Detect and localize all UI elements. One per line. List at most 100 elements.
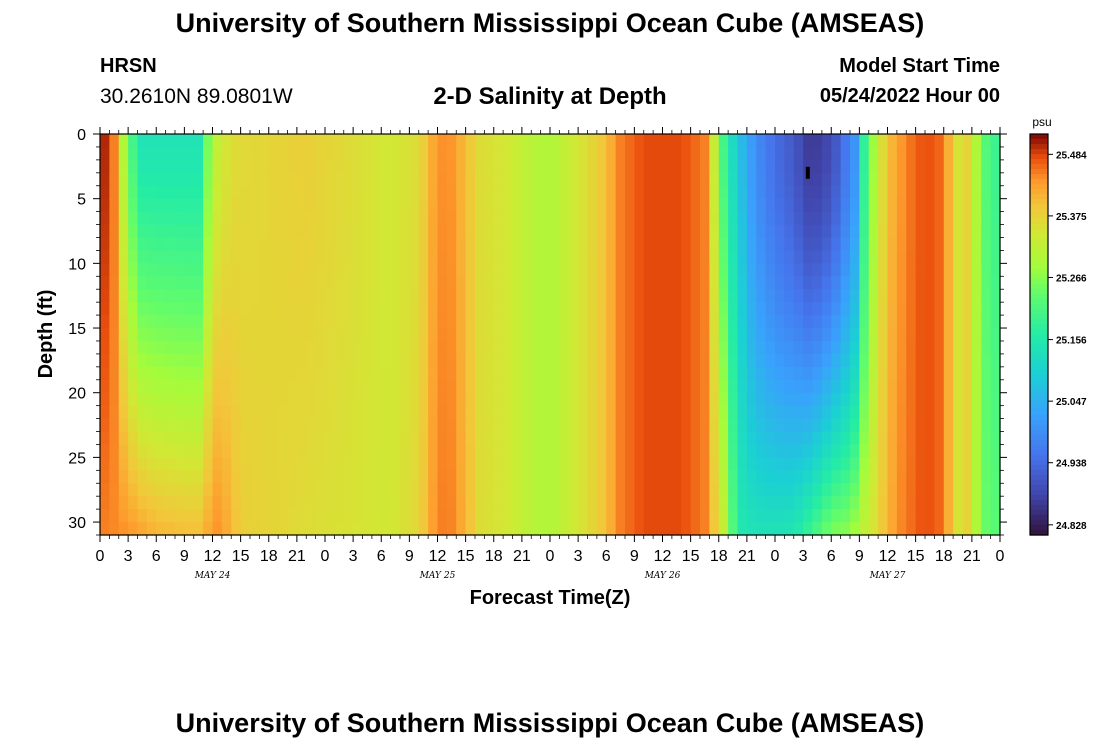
heatmap-cell (596, 483, 607, 497)
heatmap-cell (250, 405, 260, 420)
heatmap-cell (906, 444, 917, 458)
heatmap-cell (531, 224, 542, 239)
heatmap-cell (990, 328, 1001, 342)
heatmap-cell (184, 353, 195, 368)
heatmap-cell (953, 224, 964, 239)
heatmap-cell (287, 263, 298, 277)
heatmap-cell (906, 263, 917, 277)
colorbar-tick-label: 25.156 (1056, 336, 1087, 347)
heatmap-cell (587, 198, 598, 213)
heatmap-cell (662, 509, 673, 523)
heatmap-cell (615, 146, 626, 161)
heatmap-cell (700, 302, 710, 316)
heatmap-cell (606, 224, 617, 239)
heatmap-cell (175, 159, 185, 174)
heatmap-cell (596, 172, 607, 187)
heatmap-cell (175, 353, 185, 368)
heatmap-cell (306, 289, 317, 303)
heatmap-cell (606, 457, 617, 471)
heatmap-cell (718, 366, 729, 381)
heatmap-cell (681, 263, 692, 277)
heatmap-cell (981, 509, 992, 523)
heatmap-cell (578, 276, 589, 290)
heatmap-cell (625, 198, 635, 213)
heatmap-cell (990, 522, 1001, 536)
heatmap-cell (981, 134, 992, 148)
heatmap-cell (250, 457, 260, 471)
heatmap-cell (390, 198, 401, 213)
heatmap-cell (934, 159, 945, 174)
heatmap-cell (268, 302, 279, 316)
heatmap-cell (737, 276, 748, 290)
heatmap-cell (409, 328, 420, 342)
heatmap-cell (831, 366, 842, 381)
heatmap-cell (437, 198, 448, 213)
heatmap-cell (868, 340, 879, 355)
heatmap-cell (653, 509, 664, 523)
heatmap-cell (981, 444, 992, 458)
heatmap-cell (428, 470, 439, 484)
heatmap-cell (503, 159, 514, 174)
heatmap-cell (165, 379, 176, 394)
heatmap-cell (953, 237, 964, 252)
heatmap-cell (784, 276, 795, 290)
heatmap-cell (221, 509, 232, 523)
heatmap-cell (784, 340, 795, 355)
y-tick-label: 20 (68, 386, 86, 403)
heatmap-cell (925, 263, 935, 277)
heatmap-cell (596, 315, 607, 329)
heatmap-cell (568, 496, 579, 510)
heatmap-cell (371, 379, 382, 394)
heatmap-cell (653, 185, 664, 200)
heatmap-cell (850, 379, 860, 394)
heatmap-cell (512, 457, 523, 471)
heatmap-cell (484, 431, 495, 446)
heatmap-cell (100, 470, 110, 484)
heatmap-cell (390, 392, 401, 407)
heatmap-cell (709, 172, 720, 187)
heatmap-cell (953, 315, 964, 329)
heatmap-cell (128, 509, 139, 523)
heatmap-cell (484, 185, 495, 200)
heatmap-cell (175, 431, 185, 446)
heatmap-cell (212, 483, 223, 497)
colorbar-cell (1030, 464, 1048, 471)
heatmap-cell (531, 353, 542, 368)
heatmap-cell (146, 496, 157, 510)
heatmap-cell (465, 198, 476, 213)
heatmap-cell (521, 522, 532, 536)
heatmap-cell (540, 146, 551, 161)
heatmap-cell (746, 496, 757, 510)
heatmap-cell (334, 431, 345, 446)
heatmap-cell (409, 483, 420, 497)
heatmap-cell (175, 198, 185, 213)
heatmap-cell (906, 276, 917, 290)
heatmap-cell (165, 224, 176, 239)
heatmap-cell (353, 444, 364, 458)
heatmap-cell (896, 483, 907, 497)
x-tick-label: 21 (288, 548, 306, 565)
heatmap-cell (746, 483, 757, 497)
heatmap-cell (896, 302, 907, 316)
heatmap-cell (990, 353, 1001, 368)
heatmap-cell (840, 509, 851, 523)
y-axis-title: Depth (ft) (35, 290, 57, 379)
heatmap-cell (409, 418, 420, 433)
heatmap-cell (709, 134, 720, 148)
heatmap-cell (990, 315, 1001, 329)
heatmap-cell (812, 302, 823, 316)
heatmap-cell (287, 444, 298, 458)
heatmap-cell (390, 211, 401, 226)
heatmap-cell (137, 328, 148, 342)
heatmap-cell (765, 302, 776, 316)
colorbar-cell (1030, 399, 1048, 406)
heatmap-cell (296, 263, 307, 277)
heatmap-cell (418, 263, 429, 277)
heatmap-cell (578, 405, 589, 420)
heatmap-cell (653, 315, 664, 329)
heatmap-cell (925, 522, 935, 536)
heatmap-cell (156, 198, 167, 213)
heatmap-cell (756, 392, 767, 407)
heatmap-cell (259, 328, 270, 342)
